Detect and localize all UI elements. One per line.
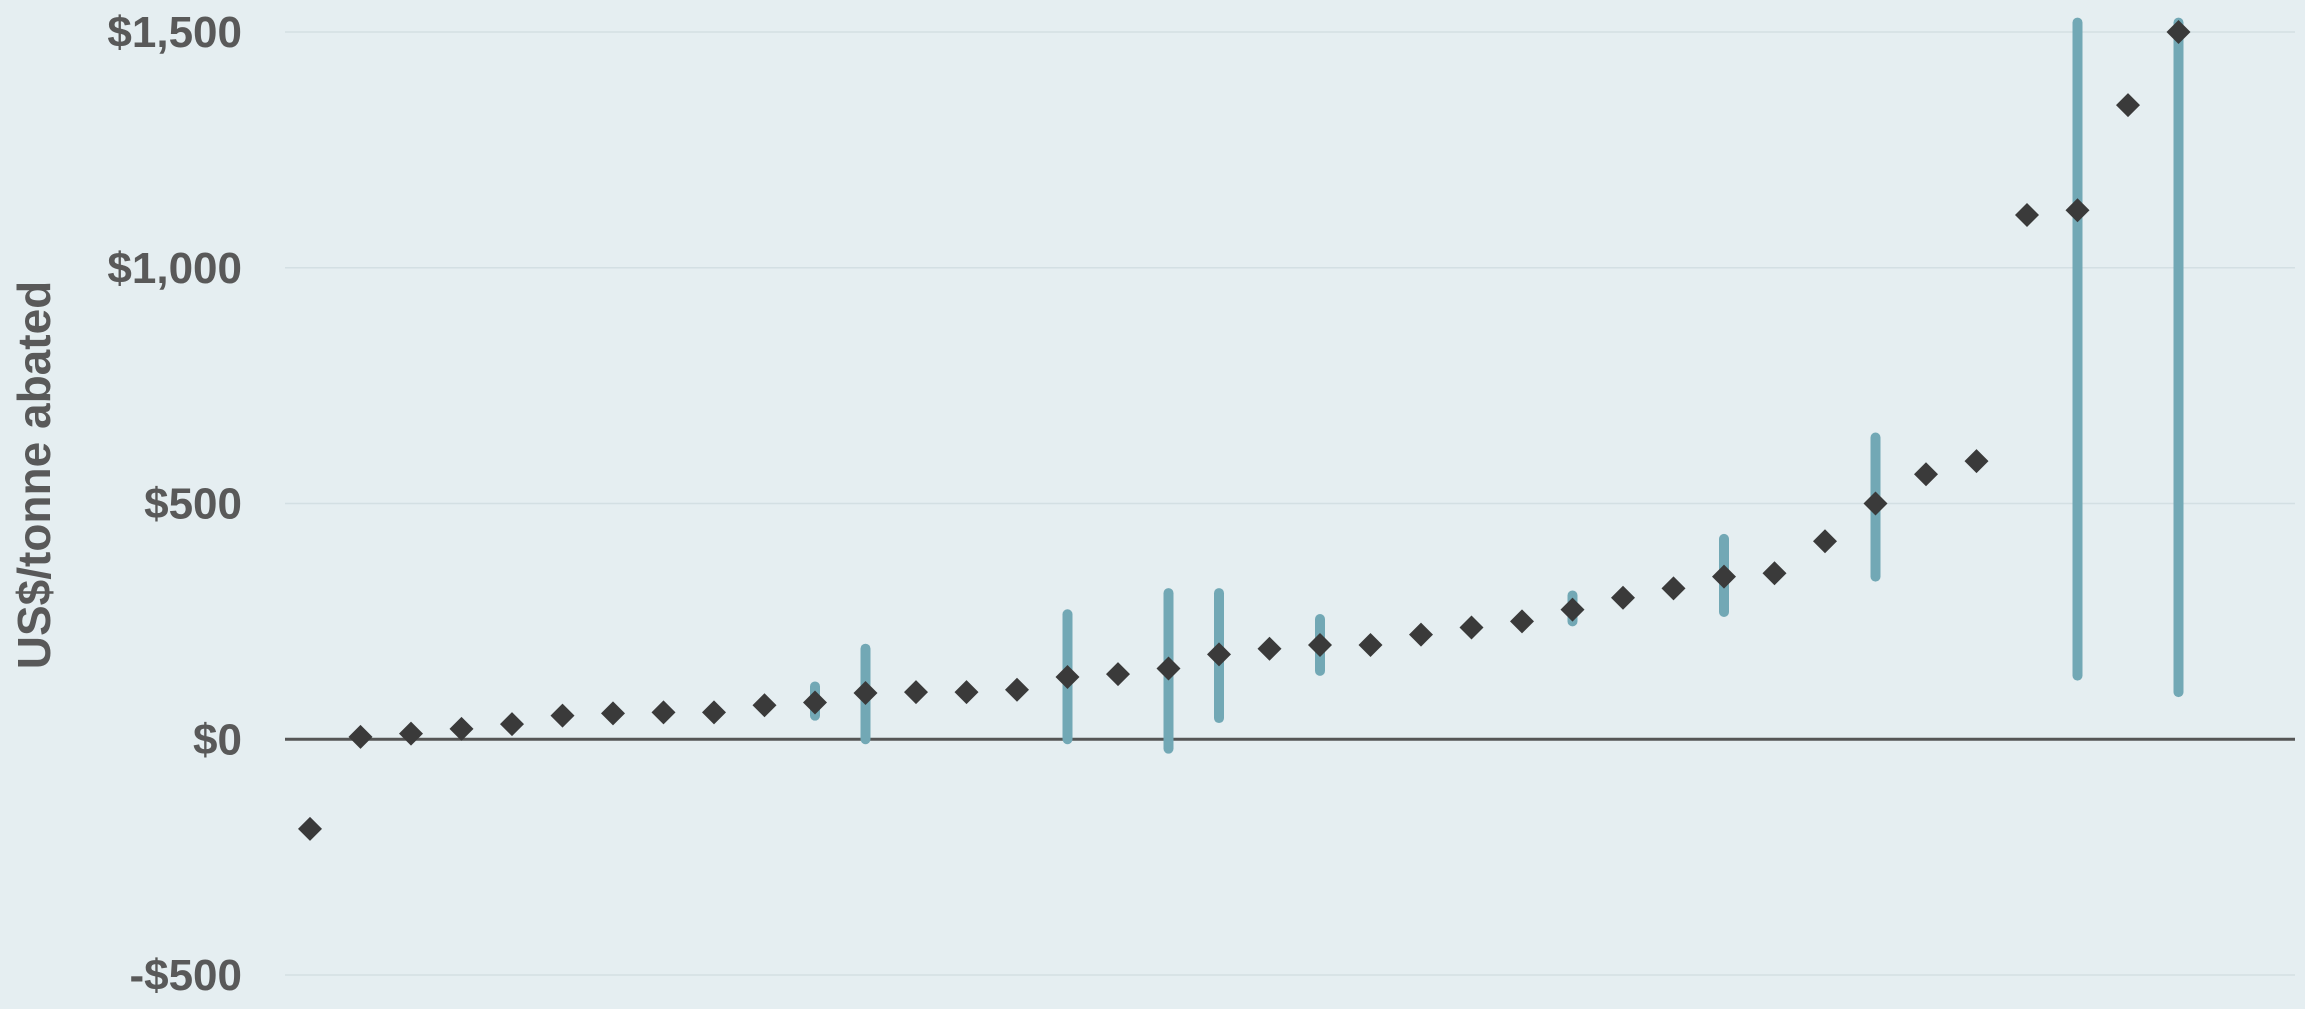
data-point (1005, 677, 1029, 702)
data-point (803, 690, 827, 715)
data-point (1156, 656, 1181, 681)
data-point (1560, 597, 1585, 622)
data-point (1409, 622, 1433, 647)
y-tick-label: -$500 (129, 951, 242, 1000)
data-point (1611, 585, 1635, 610)
data-point (651, 700, 676, 725)
y-tick-label: $500 (144, 480, 242, 529)
grid-lines (285, 31, 2295, 976)
data-point (1964, 449, 1989, 474)
data-point (1308, 632, 1332, 657)
data-point (702, 700, 726, 725)
data-point (954, 680, 979, 705)
data-point (298, 816, 322, 841)
data-point (1055, 665, 1080, 690)
data-point (1106, 662, 1130, 687)
data-point (1813, 529, 1837, 554)
data-point (2015, 202, 2039, 227)
data-point (1257, 636, 1282, 661)
data-point (601, 701, 625, 726)
data-point (2116, 93, 2140, 118)
data-point (1914, 462, 1938, 487)
data-point (348, 724, 373, 749)
data-point (399, 721, 423, 746)
data-point (752, 693, 777, 718)
y-axis-title: US$/tonne abated (8, 281, 60, 670)
y-tick-label: $1,500 (107, 8, 242, 57)
data-point (449, 716, 474, 741)
data-point (500, 712, 524, 737)
data-point (853, 681, 878, 706)
data-point (1863, 491, 1888, 516)
data-point (550, 703, 575, 728)
data-point (1358, 632, 1383, 657)
data-points (298, 20, 2191, 841)
data-point (1762, 561, 1787, 586)
data-point (1712, 564, 1736, 589)
data-point (904, 680, 928, 705)
data-point (1207, 642, 1231, 667)
data-point (1661, 576, 1686, 601)
data-point (2065, 198, 2090, 223)
y-tick-label: $1,000 (107, 244, 242, 293)
data-point (1459, 615, 1484, 640)
data-point (2166, 20, 2191, 44)
y-axis-tick-labels: $1,500 $1,000 $500 $0 -$500 (107, 8, 242, 1000)
y-tick-label: $0 (193, 715, 242, 764)
data-point (1510, 609, 1534, 634)
